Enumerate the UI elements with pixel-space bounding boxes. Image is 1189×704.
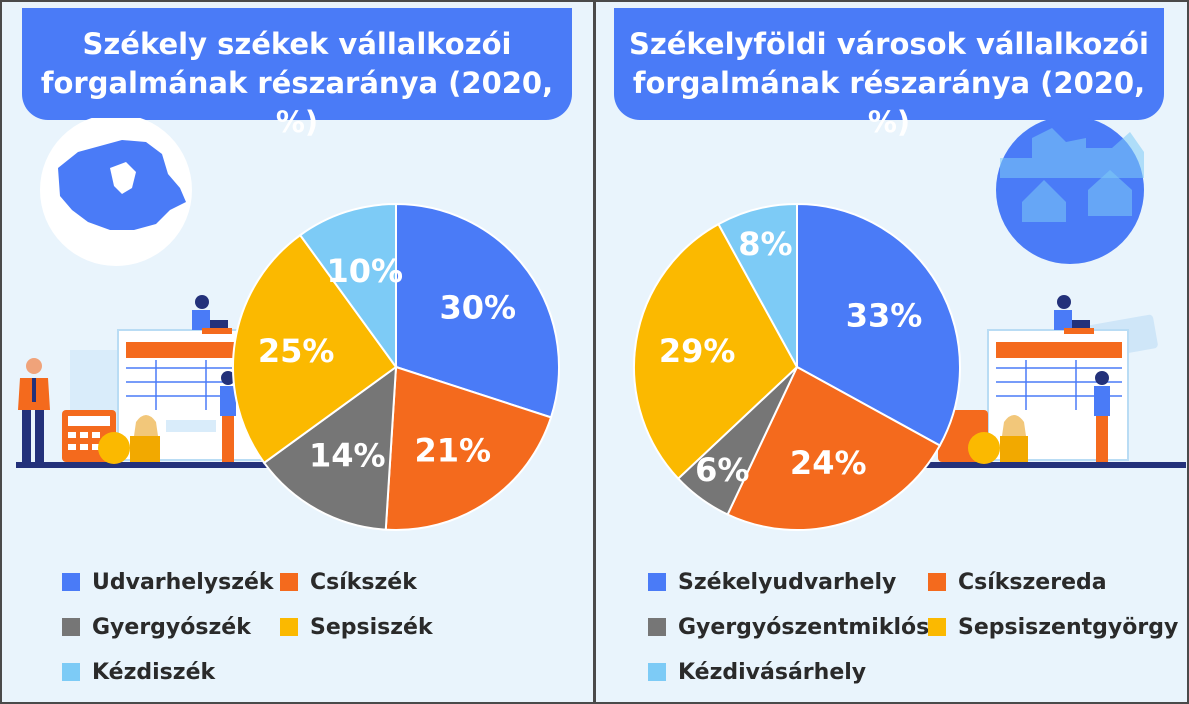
legend-swatch [648, 618, 666, 636]
legend-item-udvarhelyszek: Udvarhelyszék [62, 565, 274, 599]
right-pie-chart: 33% 24% 6% 29% 8% [633, 202, 961, 531]
pie-slice-csikszereda [726, 365, 942, 531]
right-chart-title: Székelyföldi városok vállalkozói forgalm… [614, 8, 1164, 139]
legend-item-csikszereda: Csíkszereda [928, 565, 1107, 599]
legend-label: Székelyudvarhely [678, 569, 897, 595]
legend-swatch [928, 618, 946, 636]
legend-swatch [648, 573, 666, 591]
pie-slice-label: 6% [695, 451, 749, 489]
pie-slice-sepsiszentgyorgy [633, 222, 799, 480]
legend-label: Udvarhelyszék [92, 569, 274, 595]
legend-label: Sepsiszék [310, 614, 433, 640]
pie-slice-sepsiszek [232, 233, 398, 465]
legend-item-gyergyoszek: Gyergyószék [62, 610, 251, 644]
left-title-line-1: Székely székek vállalkozói [82, 27, 512, 61]
legend-swatch [280, 618, 298, 636]
legend-swatch [928, 573, 946, 591]
left-panel: Székely székek vállalkozói forgalmának r… [0, 0, 593, 704]
pie-slice-label: 25% [258, 332, 335, 370]
pie-slice-label: 30% [439, 289, 516, 327]
legend-label: Kézdivásárhely [678, 659, 867, 685]
panel-divider [593, 0, 596, 704]
legend-swatch [280, 573, 298, 591]
legend-label: Kézdiszék [92, 659, 216, 685]
left-title-line-2: forgalmának részaránya (2020, %) [40, 66, 554, 139]
legend-item-gyergyoszentmiklos: Gyergyószentmiklós [648, 610, 929, 644]
legend-label: Sepsiszentgyörgy [958, 614, 1179, 640]
legend-item-sepsiszentgyorgy: Sepsiszentgyörgy [928, 610, 1178, 644]
town-houses-icon [996, 118, 1144, 264]
legend-label: Gyergyószék [92, 614, 251, 640]
office-workers-illustration-right [926, 295, 1186, 468]
pie-slice-label: 33% [846, 297, 923, 335]
pie-slice-udvarhelyszek [395, 202, 560, 419]
pie-slice-gyergyoszek [262, 364, 398, 531]
legend-item-szekelyudvarhely: Székelyudvarhely [648, 565, 896, 599]
pie-slice-label: 8% [738, 225, 792, 263]
right-title-line-2: forgalmának részaránya (2020, %) [632, 66, 1146, 139]
legend-item-kezdivasarhely: Kézdivásárhely [648, 655, 866, 689]
pie-slice-label: 21% [415, 432, 492, 470]
pie-slice-label: 29% [659, 332, 736, 370]
legend-swatch [62, 618, 80, 636]
legend-swatch [648, 663, 666, 681]
right-title-line-1: Székelyföldi városok vállalkozói [628, 27, 1150, 61]
pie-slice-label: 24% [790, 444, 867, 482]
pie-slice-kezdiszek [298, 202, 397, 371]
legend-swatch [62, 573, 80, 591]
legend-swatch [62, 663, 80, 681]
left-chart-title: Székely székek vállalkozói forgalmának r… [22, 8, 572, 139]
pie-slice-kezdivasarhely [717, 202, 798, 368]
legend-item-csikszek: Csíkszék [280, 565, 417, 599]
pie-slice-label: 10% [326, 252, 403, 290]
legend-label: Csíkszék [310, 569, 417, 595]
pie-slice-label: 14% [309, 437, 386, 475]
legend-label: Gyergyószentmiklós [678, 614, 930, 640]
legend-item-kezdiszek: Kézdiszék [62, 655, 215, 689]
left-pie-chart: 30% 21% 14% 25% 10% [232, 202, 560, 531]
pie-slice-csikszek [384, 365, 553, 531]
legend-item-sepsiszek: Sepsiszék [280, 610, 433, 644]
pie-slice-szekelyudvarhely [796, 202, 961, 447]
legend-label: Csíkszereda [958, 569, 1107, 595]
romania-map-icon [40, 118, 192, 266]
right-panel: Székelyföldi városok vállalkozói forgalm… [596, 0, 1189, 704]
